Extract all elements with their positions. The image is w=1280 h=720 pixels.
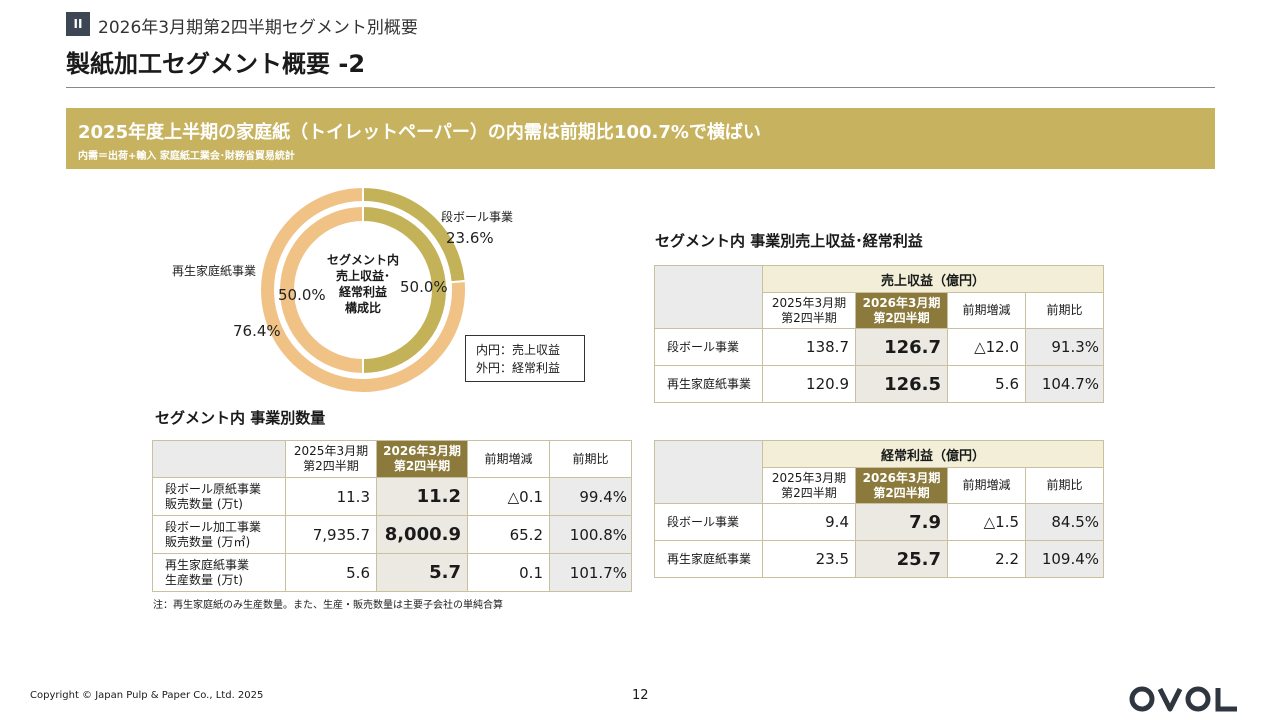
col-ratio: 前期比 [549,440,632,478]
volume-table: 2025年3月期 第2四半期 2026年3月期 第2四半期 前期増減 前期比 段… [152,440,632,592]
col-prev: 2025年3月期 第2四半期 [762,292,856,329]
footnote: 注：再生家庭紙のみ生産数量。また、生産・販売数量は主要子会社の単純合算 [153,600,503,611]
copyright-text: Copyright © Japan Pulp & Paper Co., Ltd.… [30,690,264,701]
cell-ratio: 101.7% [549,553,632,592]
cell-prev: 138.7 [762,328,856,366]
banner-subtext: 内需＝出荷+輸入 家庭紙工業会･財務省貿易統計 [78,151,295,162]
donut-inner-value-cardboard: 50.0% [400,278,448,296]
cell-prev: 9.4 [762,503,856,541]
table-corner [654,265,763,329]
col-current: 2026年3月期 第2四半期 [376,440,468,478]
donut-label-tissue: 再生家庭紙事業 [172,264,257,278]
table-corner [654,440,763,504]
table-corner [152,440,286,478]
donut-outer-value-cardboard: 23.6% [446,229,494,247]
banner-headline: 2025年度上半期の家庭紙（トイレットペーパー）の内需は前期比100.7%で横ば… [78,122,761,143]
row-label: 段ボール原紙事業 販売数量 (万t) [152,477,286,516]
col-diff: 前期増減 [947,292,1026,329]
table-row: 段ボール加工事業 販売数量 (万㎡) 7,935.7 8,000.9 65.2 … [152,515,632,554]
cell-ratio: 84.5% [1024,503,1105,541]
cell-current: 126.5 [855,365,948,403]
table-row: 再生家庭紙事業 23.5 25.7 2.2 109.4% [654,540,1105,578]
col-prev: 2025年3月期 第2四半期 [285,440,377,478]
col-current: 2026年3月期 第2四半期 [855,292,948,329]
donut-outer-value-tissue: 76.4% [233,322,281,340]
headline-banner: 2025年度上半期の家庭紙（トイレットペーパー）の内需は前期比100.7%で横ば… [66,108,1215,169]
ovol-logo [1129,686,1237,712]
cell-current: 25.7 [855,540,948,578]
cell-prev: 7,935.7 [285,515,377,554]
donut-center-line: 経常利益 [338,285,387,299]
inner-slice-tissue [278,204,364,376]
row-label: 再生家庭紙事業 [654,365,763,403]
profit-table: 経常利益（億円） 2025年3月期 第2四半期 2026年3月期 第2四半期 前… [654,440,1105,578]
cell-prev: 11.3 [285,477,377,516]
col-ratio: 前期比 [1024,467,1105,504]
inner-ring-revenue [278,204,448,376]
legend-outer: 外円：経常利益 [476,361,561,375]
col-diff: 前期増減 [947,467,1026,504]
revenue-table: 売上収益（億円） 2025年3月期 第2四半期 2026年3月期 第2四半期 前… [654,265,1105,403]
revenue-section-title: セグメント内 事業別売上収益･経常利益 [655,232,923,250]
composition-donut-chart [259,185,467,394]
cell-diff: 65.2 [467,515,550,554]
cell-ratio: 99.4% [549,477,632,516]
donut-center-line: 売上収益･ [335,269,390,283]
row-label: 段ボール事業 [654,503,763,541]
page-number: 12 [632,688,649,703]
cell-diff: △12.0 [947,328,1026,366]
cell-ratio: 91.3% [1024,328,1105,366]
donut-label-cardboard: 段ボール事業 [441,210,514,224]
page-title: 製紙加工セグメント概要 -2 [66,50,366,78]
cell-diff: 5.6 [947,365,1026,403]
cell-diff: △0.1 [467,477,550,516]
table-row: 段ボール原紙事業 販売数量 (万t) 11.3 11.2 △0.1 99.4% [152,477,632,516]
revenue-group-header: 売上収益（億円） [761,265,1105,293]
col-prev: 2025年3月期 第2四半期 [762,467,856,504]
section-title: 2026年3月期第2四半期セグメント別概要 [98,18,418,38]
col-diff: 前期増減 [467,440,550,478]
cell-diff: △1.5 [947,503,1026,541]
title-divider [66,87,1215,88]
donut-inner-value-tissue: 50.0% [278,286,326,304]
table-row: 再生家庭紙事業 生産数量 (万t) 5.6 5.7 0.1 101.7% [152,553,632,592]
cell-diff: 0.1 [467,553,550,592]
cell-ratio: 100.8% [549,515,632,554]
cell-current: 7.9 [855,503,948,541]
volume-table-title: セグメント内 事業別数量 [155,409,326,427]
donut-center-line: セグメント内 [326,253,399,267]
outer-slice-tissue [259,185,467,394]
profit-group-header: 経常利益（億円） [761,440,1105,468]
cell-ratio: 104.7% [1024,365,1105,403]
cell-current: 8,000.9 [376,515,468,554]
cell-ratio: 109.4% [1024,540,1105,578]
col-ratio: 前期比 [1024,292,1105,329]
cell-current: 11.2 [376,477,468,516]
donut-center-line: 構成比 [344,301,381,315]
table-row: 段ボール事業 138.7 126.7 △12.0 91.3% [654,328,1105,366]
cell-current: 5.7 [376,553,468,592]
row-label: 段ボール事業 [654,328,763,366]
cell-diff: 2.2 [947,540,1026,578]
table-row: 再生家庭紙事業 120.9 126.5 5.6 104.7% [654,365,1105,403]
cell-prev: 120.9 [762,365,856,403]
row-label: 再生家庭紙事業 生産数量 (万t) [152,553,286,592]
table-row: 段ボール事業 9.4 7.9 △1.5 84.5% [654,503,1105,541]
col-current: 2026年3月期 第2四半期 [855,467,948,504]
row-label: 再生家庭紙事業 [654,540,763,578]
donut-legend: 内円：売上収益 外円：経常利益 [465,335,585,382]
cell-prev: 23.5 [762,540,856,578]
cell-current: 126.7 [855,328,948,366]
legend-inner: 内円：売上収益 [476,343,561,357]
row-label: 段ボール加工事業 販売数量 (万㎡) [152,515,286,554]
donut-center-label: セグメント内 売上収益･ 経常利益 構成比 [318,252,408,316]
outer-ring-profit [259,185,467,394]
cell-prev: 5.6 [285,553,377,592]
section-number-badge: II [66,12,90,36]
